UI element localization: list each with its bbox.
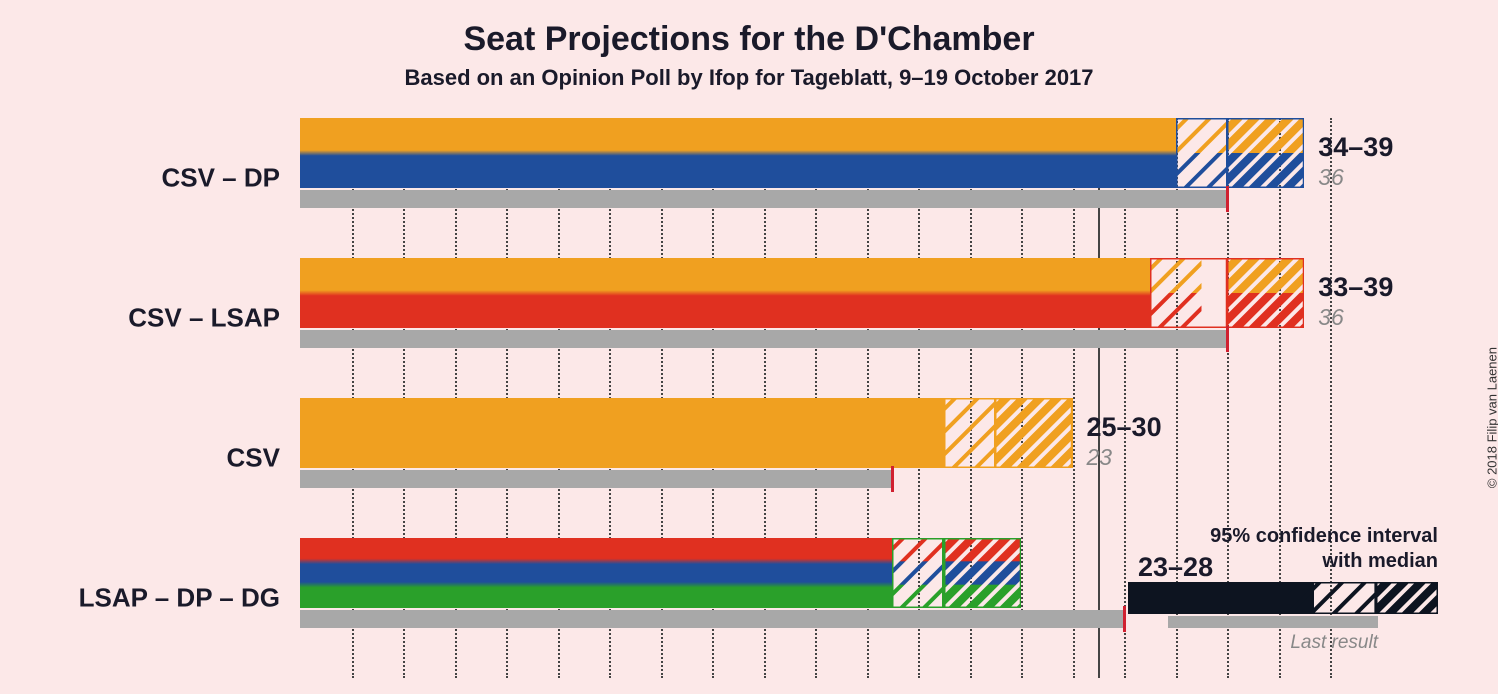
projection-bar bbox=[300, 538, 1021, 608]
chart-title: Seat Projections for the D'Chamber bbox=[0, 0, 1498, 59]
bar-diagonal bbox=[944, 538, 1021, 608]
last-result-marker bbox=[1123, 606, 1126, 632]
legend-title-line1: 95% confidence interval bbox=[1210, 525, 1438, 547]
projection-bar bbox=[300, 258, 1304, 328]
chart-legend: 95% confidence interval with median Last… bbox=[1128, 524, 1438, 654]
last-result-label: 36 bbox=[1318, 304, 1344, 331]
value-range-label: 25–30 bbox=[1087, 412, 1162, 443]
last-result-bar bbox=[300, 610, 1124, 628]
copyright-text: © 2018 Filip van Laenen bbox=[1485, 347, 1498, 488]
bar-crosshatch bbox=[1176, 118, 1228, 188]
last-result-bar bbox=[300, 190, 1227, 208]
projection-bar bbox=[300, 118, 1304, 188]
last-result-marker bbox=[891, 466, 894, 492]
bar-diagonal bbox=[995, 398, 1072, 468]
coalition-row: CSV 25–3023 bbox=[300, 398, 1330, 518]
bar-crosshatch bbox=[1150, 258, 1227, 328]
coalition-label: LSAP – DP – DG bbox=[79, 583, 280, 614]
legend-bar bbox=[1128, 582, 1438, 632]
bar-diagonal bbox=[1227, 118, 1304, 188]
value-range-label: 34–39 bbox=[1318, 132, 1393, 163]
last-result-label: 23 bbox=[1087, 444, 1113, 471]
last-result-label: 36 bbox=[1318, 164, 1344, 191]
bar-solid bbox=[300, 538, 892, 608]
coalition-label: CSV – DP bbox=[162, 163, 281, 194]
last-result-marker bbox=[1226, 326, 1229, 352]
coalition-label: CSV – LSAP bbox=[128, 303, 280, 334]
legend-title: 95% confidence interval with median bbox=[1128, 524, 1438, 574]
projection-bar bbox=[300, 398, 1073, 468]
bar-crosshatch bbox=[944, 398, 996, 468]
last-result-bar bbox=[300, 470, 892, 488]
bar-diagonal bbox=[1227, 258, 1304, 328]
legend-last-bar bbox=[1168, 616, 1378, 628]
coalition-label: CSV bbox=[227, 443, 280, 474]
value-range-label: 33–39 bbox=[1318, 272, 1393, 303]
bar-solid bbox=[300, 118, 1176, 188]
legend-projection-bar bbox=[1128, 582, 1438, 614]
bar-solid bbox=[300, 398, 944, 468]
coalition-row: CSV – DP 34–3936 bbox=[300, 118, 1330, 238]
bar-solid bbox=[300, 258, 1150, 328]
last-result-bar bbox=[300, 330, 1227, 348]
legend-title-line2: with median bbox=[1322, 550, 1438, 572]
bar-crosshatch bbox=[892, 538, 944, 608]
last-result-marker bbox=[1226, 186, 1229, 212]
coalition-row: CSV – LSAP 33–3936 bbox=[300, 258, 1330, 378]
chart-subtitle: Based on an Opinion Poll by Ifop for Tag… bbox=[0, 59, 1498, 109]
legend-last-label: Last result bbox=[1128, 632, 1378, 654]
